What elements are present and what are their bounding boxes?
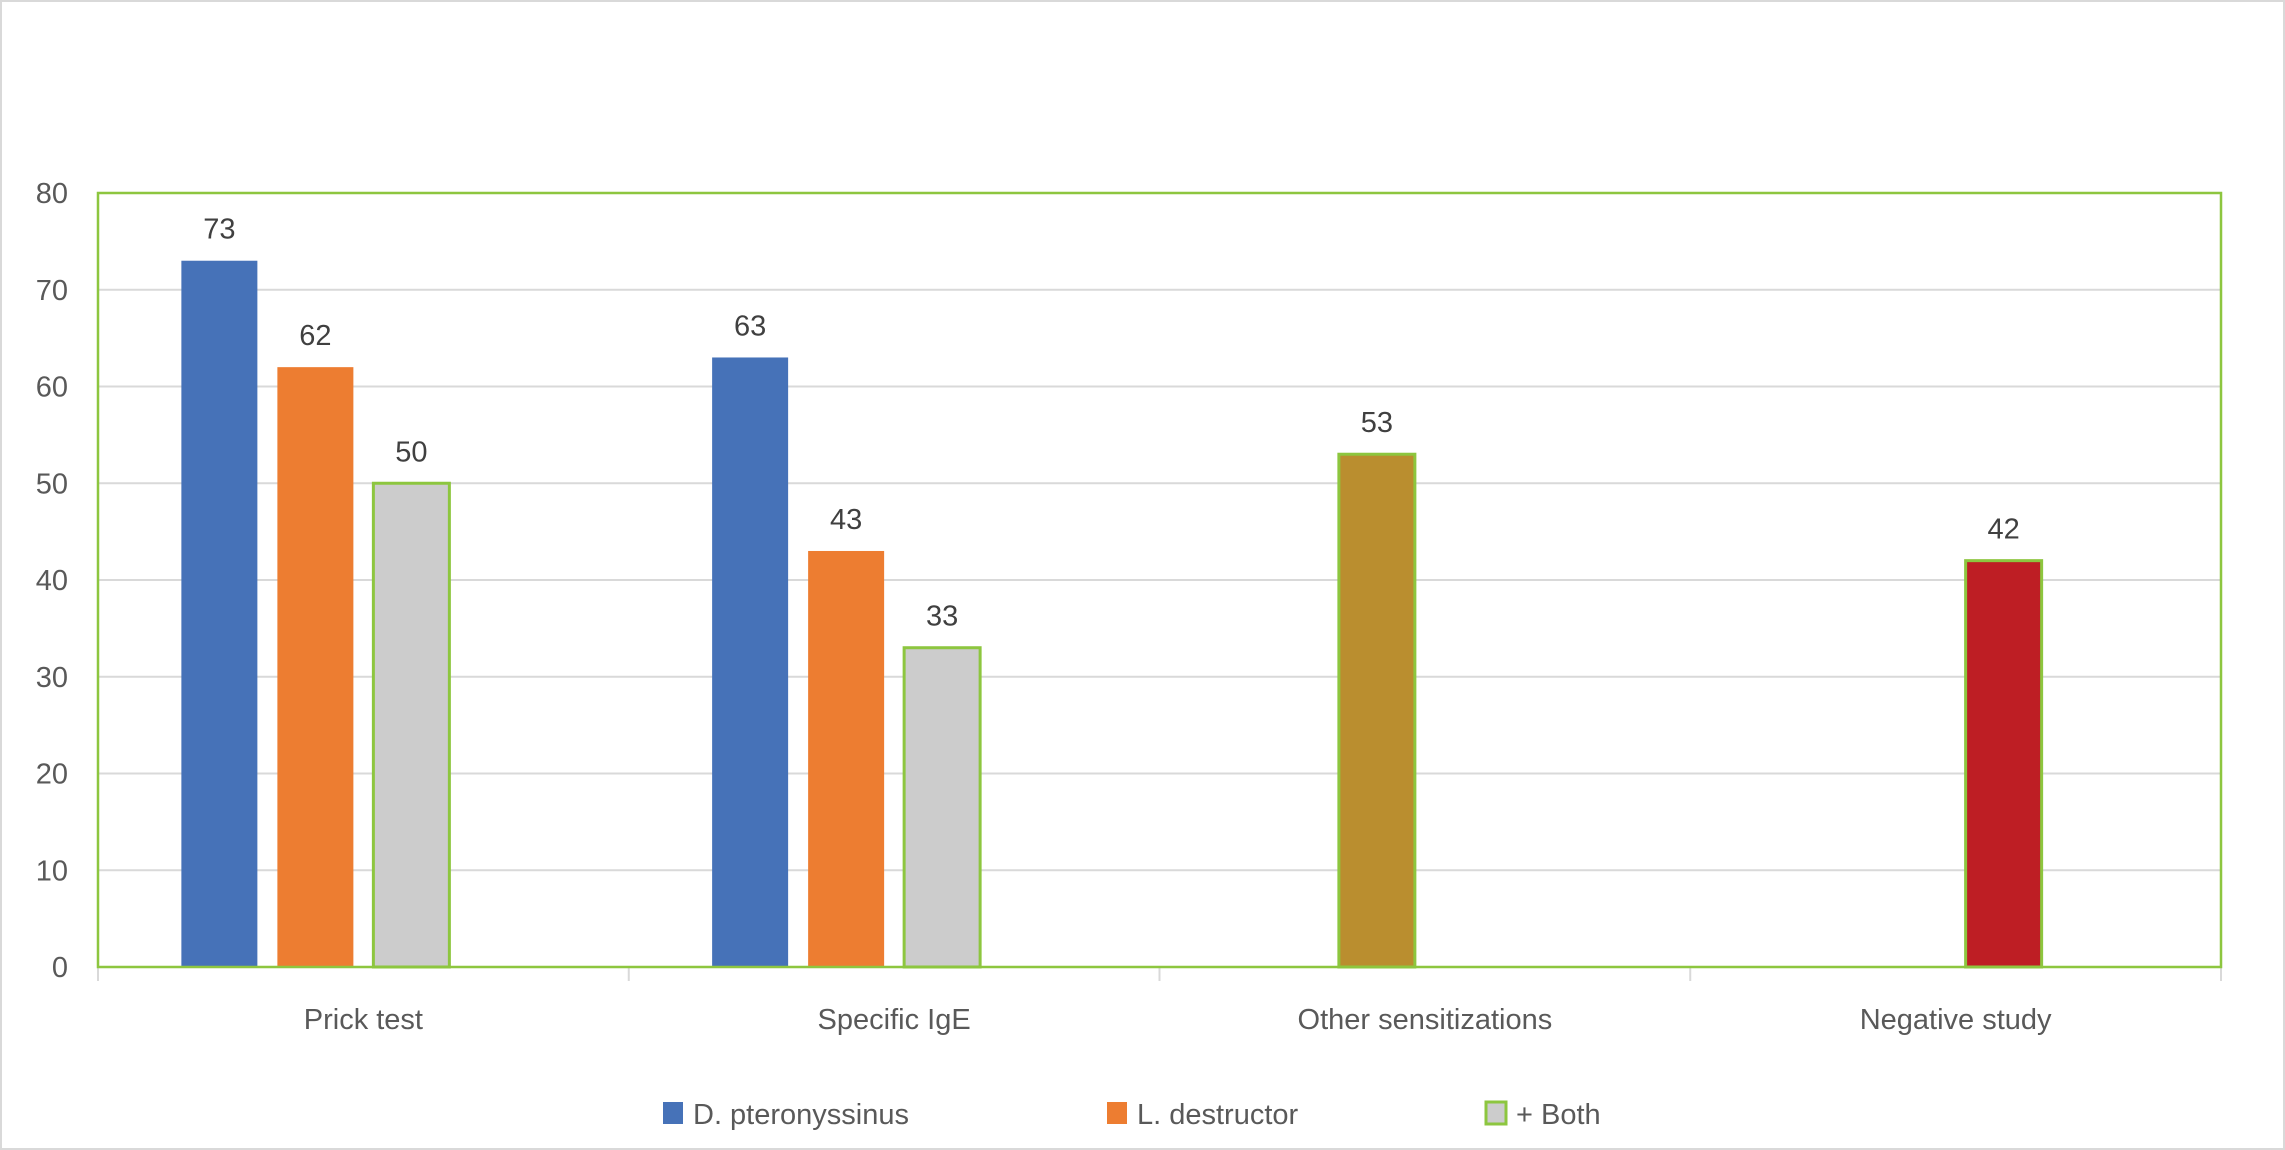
bar xyxy=(1964,559,2044,969)
y-tick-label: 40 xyxy=(36,565,68,597)
category-label: Specific IgE xyxy=(818,1004,971,1036)
legend-label: L. destructor xyxy=(1137,1099,1299,1131)
bar xyxy=(1337,452,1417,969)
bar xyxy=(902,646,982,969)
data-label: 53 xyxy=(1361,407,1393,439)
data-label: 43 xyxy=(830,504,862,536)
legend-swatch xyxy=(663,1102,683,1124)
y-tick-label: 10 xyxy=(36,855,68,887)
bar xyxy=(277,367,354,967)
legend-swatch xyxy=(1484,1100,1508,1126)
y-tick-label: 20 xyxy=(36,759,68,791)
data-label: 33 xyxy=(926,601,958,633)
bar xyxy=(181,260,258,968)
legend-label: D. pteronyssinus xyxy=(693,1099,909,1131)
bar xyxy=(371,481,451,969)
category-label: Prick test xyxy=(304,1004,423,1036)
y-tick-label: 30 xyxy=(36,662,68,694)
data-label: 73 xyxy=(203,214,235,246)
plot-area-border xyxy=(96,191,2223,969)
bar xyxy=(712,357,789,968)
bar xyxy=(808,550,885,967)
category-label: Negative study xyxy=(1860,1004,2052,1036)
data-label: 50 xyxy=(395,436,427,468)
data-label: 42 xyxy=(1987,514,2019,546)
y-tick-label: 70 xyxy=(36,275,68,307)
y-tick-label: 0 xyxy=(52,952,68,984)
data-label: 63 xyxy=(734,310,766,342)
legend-swatch xyxy=(1107,1102,1127,1124)
y-tick-label: 50 xyxy=(36,468,68,500)
category-label: Other sensitizations xyxy=(1298,1004,1553,1036)
data-label: 62 xyxy=(299,320,331,352)
y-tick-label: 60 xyxy=(36,372,68,404)
y-tick-label: 80 xyxy=(36,178,68,210)
legend-label: + Both xyxy=(1516,1099,1601,1131)
